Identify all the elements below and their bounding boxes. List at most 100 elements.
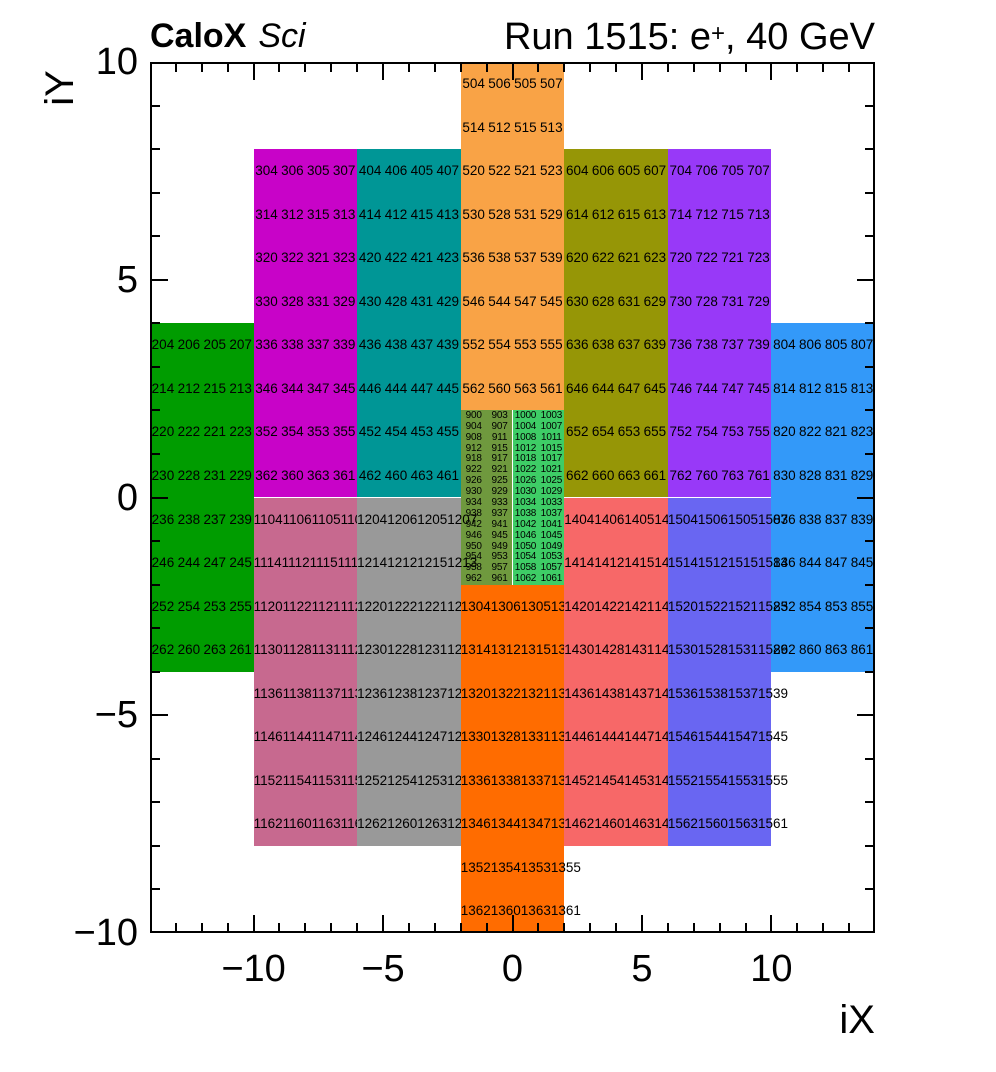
channel-1153: 1153 xyxy=(311,772,341,788)
channel-1539: 1539 xyxy=(757,685,789,701)
module-1100-row: 1120 1122 1121 1123 xyxy=(254,585,370,629)
channel-420: 420 xyxy=(358,250,382,266)
channel-463: 463 xyxy=(410,467,434,483)
y-tick-label-10: 10 xyxy=(95,41,138,83)
channel-330: 330 xyxy=(255,293,278,309)
channel-513: 513 xyxy=(540,119,563,135)
channel-322: 322 xyxy=(281,250,304,266)
channel-942: 942 xyxy=(465,518,482,530)
channel-353: 353 xyxy=(307,424,330,440)
module-500-row: 562 560 563 561 xyxy=(461,367,565,411)
channel-1222: 1222 xyxy=(387,598,418,614)
channel-1212: 1212 xyxy=(387,555,418,571)
channel-336: 336 xyxy=(255,337,278,353)
channel-1352: 1352 xyxy=(460,859,491,875)
axis-tick xyxy=(485,64,488,72)
channel-307: 307 xyxy=(332,163,356,179)
channel-639: 639 xyxy=(643,337,667,353)
channel-1004: 1004 xyxy=(514,420,537,432)
channel-925: 925 xyxy=(491,475,508,487)
channel-1128: 1128 xyxy=(282,642,312,658)
plot-title: CaloX Sci xyxy=(150,18,306,54)
channel-815: 815 xyxy=(824,380,848,396)
channel-1353: 1353 xyxy=(520,859,551,875)
channel-722: 722 xyxy=(695,250,718,266)
channel-354: 354 xyxy=(281,424,304,440)
channel-1026: 1026 xyxy=(514,475,537,487)
channel-361: 361 xyxy=(332,467,356,483)
channel-731: 731 xyxy=(721,293,744,309)
axis-tick xyxy=(152,670,160,673)
channel-546: 546 xyxy=(462,293,485,309)
channel-1563: 1563 xyxy=(727,816,758,832)
channel-454: 454 xyxy=(384,424,408,440)
module-300-row: 346 344 347 345 xyxy=(254,367,358,411)
channel-1515: 1515 xyxy=(727,555,758,571)
axis-tick xyxy=(865,757,873,760)
channel-544: 544 xyxy=(488,293,511,309)
channel-515: 515 xyxy=(514,119,537,135)
channel-1328: 1328 xyxy=(490,729,521,745)
module-1000-row: 1034 1033 xyxy=(513,497,565,509)
module-700-row: 704 706 705 707 xyxy=(668,149,772,193)
channel-347: 347 xyxy=(307,380,330,396)
module-800: 804 806 805 807 814 812 815 813 820 822 821 823 830 8… xyxy=(771,323,875,672)
module-1400-row: 1436143814371439 xyxy=(564,672,684,716)
channel-862: 862 xyxy=(773,642,796,658)
module-1000-row: 1026 1025 xyxy=(513,476,565,487)
channel-237: 237 xyxy=(203,511,226,527)
channel-954: 954 xyxy=(465,551,482,563)
channel-663: 663 xyxy=(617,467,641,483)
channel-637: 637 xyxy=(617,337,641,353)
module-1000: 1000 1003 1004 1007 1008 1011 1012 1015 1018 1017… xyxy=(512,410,565,585)
channel-554: 554 xyxy=(488,337,511,353)
channel-1522: 1522 xyxy=(697,598,728,614)
channel-1220: 1220 xyxy=(357,598,388,614)
channel-1114: 1114 xyxy=(253,555,282,571)
channel-331: 331 xyxy=(307,293,330,309)
channel-229: 229 xyxy=(229,467,252,483)
channel-1422: 1422 xyxy=(594,598,625,614)
channel-1042: 1042 xyxy=(514,518,537,530)
channel-261: 261 xyxy=(229,642,252,658)
channel-807: 807 xyxy=(850,337,874,353)
channel-737: 737 xyxy=(721,337,744,353)
module-1000-row: 1050 1049 xyxy=(513,541,565,552)
channel-429: 429 xyxy=(436,293,460,309)
channel-1346: 1346 xyxy=(460,816,491,832)
channel-1545: 1545 xyxy=(757,729,789,745)
channel-622: 622 xyxy=(591,250,615,266)
axis-tick xyxy=(692,64,695,72)
module-1200-row: 1214 1212 1215 1213 xyxy=(357,541,477,585)
module-1000-row: 1022 1021 xyxy=(513,465,565,476)
module-1300-row: 1346134413471345 xyxy=(460,802,581,846)
channel-1553: 1553 xyxy=(727,772,758,788)
channel-1513: 1513 xyxy=(757,555,789,571)
module-600-row: 620 622 621 623 xyxy=(564,236,668,280)
channel-1021: 1021 xyxy=(540,464,563,476)
channel-1529: 1529 xyxy=(757,642,789,658)
channel-941: 941 xyxy=(491,518,508,530)
channel-823: 823 xyxy=(850,424,874,440)
channel-1007: 1007 xyxy=(540,420,563,432)
module-200-row: 230 228 231 229 xyxy=(150,454,254,498)
channel-706: 706 xyxy=(695,163,718,179)
channel-1338: 1338 xyxy=(490,772,521,788)
module-1200-row: 1262126012631261 xyxy=(357,802,477,846)
axis-tick xyxy=(356,923,359,931)
axis-tick xyxy=(770,64,773,80)
channel-915: 915 xyxy=(491,442,508,454)
axis-tick xyxy=(152,278,168,281)
channel-1122: 1122 xyxy=(282,598,312,614)
module-1100-row: 1152 1154 1153 1155 xyxy=(254,759,370,803)
channel-530: 530 xyxy=(462,206,485,222)
module-700-row: 746 744 747 745 xyxy=(668,367,772,411)
channel-314: 314 xyxy=(255,206,278,222)
channel-1412: 1412 xyxy=(594,555,625,571)
axis-tick xyxy=(666,923,669,931)
channel-962: 962 xyxy=(465,573,482,585)
module-1300-row: 1352 1354 1353 1355 xyxy=(460,846,581,890)
channel-830: 830 xyxy=(773,467,796,483)
channel-760: 760 xyxy=(695,467,718,483)
